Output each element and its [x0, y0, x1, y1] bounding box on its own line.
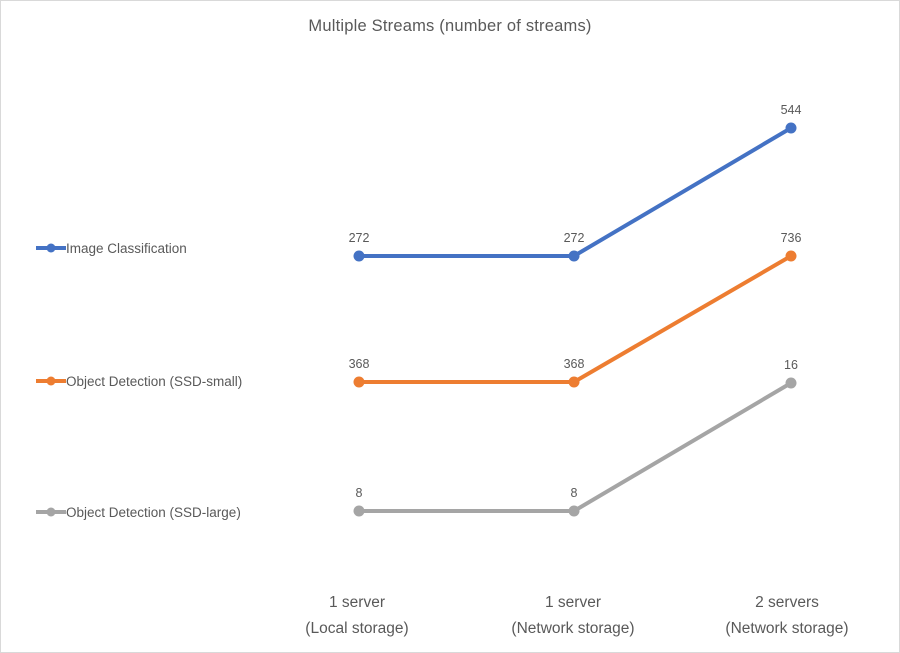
- legend-item-object-detection-ssd-small: Object Detection (SSD-small): [36, 372, 242, 390]
- data-point-marker: [785, 250, 797, 262]
- legend-item-image-classification: Image Classification: [36, 239, 187, 257]
- data-point-marker: [353, 250, 365, 262]
- x-axis-label-line2: (Network storage): [725, 620, 849, 637]
- x-axis-label-line1: 1 server: [329, 594, 385, 611]
- data-point-marker: [353, 505, 365, 517]
- x-axis-label-line1: 2 servers: [755, 594, 819, 611]
- data-label: 272: [564, 231, 585, 245]
- data-label: 272: [349, 231, 370, 245]
- data-point-marker: [785, 122, 797, 134]
- legend-label: Object Detection (SSD-large): [66, 504, 241, 520]
- x-axis-label-line2: (Local storage): [305, 620, 409, 637]
- chart-title: Multiple Streams (number of streams): [308, 17, 592, 35]
- legend-line-marker-icon: [36, 379, 66, 383]
- x-axis-label-1-server-local-storage: 1 server (Local storage): [232, 590, 482, 642]
- x-axis-label-line2: (Network storage): [511, 620, 635, 637]
- legend-label: Image Classification: [66, 240, 187, 256]
- data-point-marker: [568, 505, 580, 517]
- data-label: 8: [571, 486, 578, 500]
- data-label: 16: [784, 358, 798, 372]
- data-point-marker: [568, 250, 580, 262]
- legend-line-marker-icon: [36, 246, 66, 250]
- data-point-marker: [785, 377, 797, 389]
- data-point-marker: [353, 376, 365, 388]
- legend-line-marker-icon: [36, 510, 66, 514]
- x-axis-label-line1: 1 server: [545, 594, 601, 611]
- data-label: 544: [781, 103, 802, 117]
- data-label: 368: [564, 357, 585, 371]
- data-label: 368: [349, 357, 370, 371]
- x-axis-label-1-server-network-storage: 1 server (Network storage): [448, 590, 698, 642]
- data-label: 8: [356, 486, 363, 500]
- data-label: 736: [781, 231, 802, 245]
- legend-item-object-detection-ssd-large: Object Detection (SSD-large): [36, 503, 241, 521]
- x-axis-label-2-servers-network-storage: 2 servers (Network storage): [662, 590, 899, 642]
- legend-label: Object Detection (SSD-small): [66, 373, 243, 389]
- data-point-marker: [568, 376, 580, 388]
